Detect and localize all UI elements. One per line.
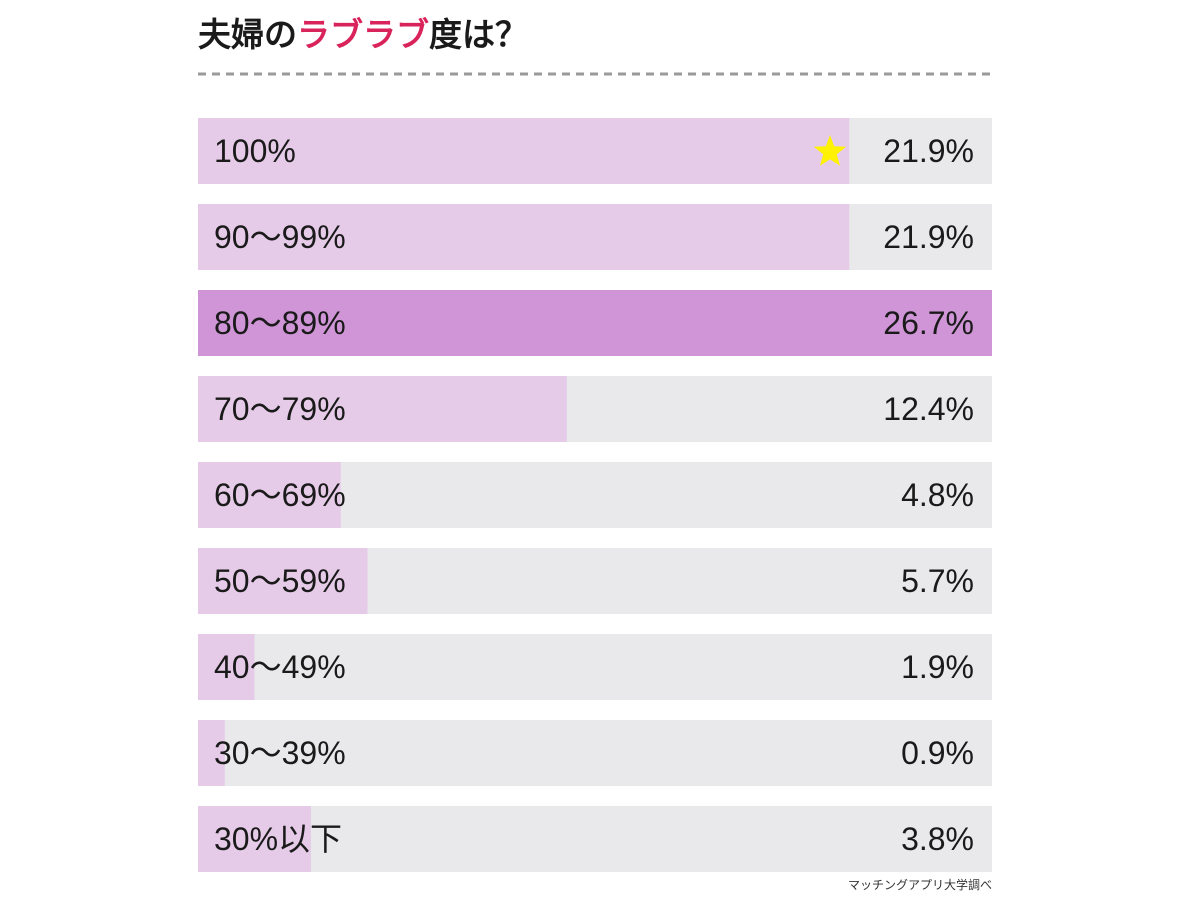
value-label: 5.7% (901, 563, 974, 599)
value-label: 12.4% (883, 391, 974, 427)
bar (198, 376, 567, 442)
bar-track (198, 720, 992, 786)
category-label: 40〜49% (214, 649, 346, 685)
category-label: 70〜79% (214, 391, 346, 427)
bar (198, 548, 368, 614)
bar-row: 70〜79% 12.4% (198, 376, 992, 442)
bar (198, 204, 850, 270)
bars-group: 100% 21.9% 90〜99% 21.9% 80〜89% 26.7% 70〜79% 12.… (198, 118, 992, 872)
value-label: 0.9% (901, 735, 974, 771)
value-label: 4.8% (901, 477, 974, 513)
value-label: 3.8% (901, 821, 974, 857)
category-label: 50〜59% (214, 563, 346, 599)
chart-title-part1: 夫婦の (198, 15, 297, 54)
bar (198, 290, 992, 356)
bar-row: 60〜69% 4.8% (198, 462, 992, 528)
bar (198, 462, 341, 528)
bar (198, 118, 850, 184)
category-label: 30%以下 (214, 821, 342, 857)
bar-row: 90〜99% 21.9% (198, 204, 992, 270)
bar-row: 100% 21.9% (198, 118, 992, 184)
bar (198, 720, 225, 786)
value-label: 1.9% (901, 649, 974, 685)
value-label: 21.9% (883, 219, 974, 255)
value-label: 21.9% (883, 133, 974, 169)
star-icon (813, 135, 847, 166)
category-label: 60〜69% (214, 477, 346, 513)
bar (198, 806, 312, 872)
category-label: 80〜89% (214, 305, 346, 341)
chart-title-part2: 度は？ (429, 15, 528, 54)
chart-title-accent: ラブラブ (297, 15, 429, 54)
bar-row: 50〜59% 5.7% (198, 548, 992, 614)
bar-row: 80〜89% 26.7% (198, 290, 992, 356)
source-note: マッチングアプリ大学調べ (848, 877, 992, 892)
value-label: 26.7% (883, 305, 974, 341)
bar-track (198, 634, 992, 700)
bar-row: 30〜39% 0.9% (198, 720, 992, 786)
bar-row: 40〜49% 1.9% (198, 634, 992, 700)
bar (198, 634, 255, 700)
category-label: 90〜99% (214, 219, 346, 255)
bar-row: 30%以下 3.8% (198, 806, 992, 872)
category-label: 100% (214, 133, 296, 169)
category-label: 30〜39% (214, 735, 346, 771)
chart-title: 夫婦のラブラブ度は？ (198, 15, 528, 54)
bar-track (198, 806, 992, 872)
